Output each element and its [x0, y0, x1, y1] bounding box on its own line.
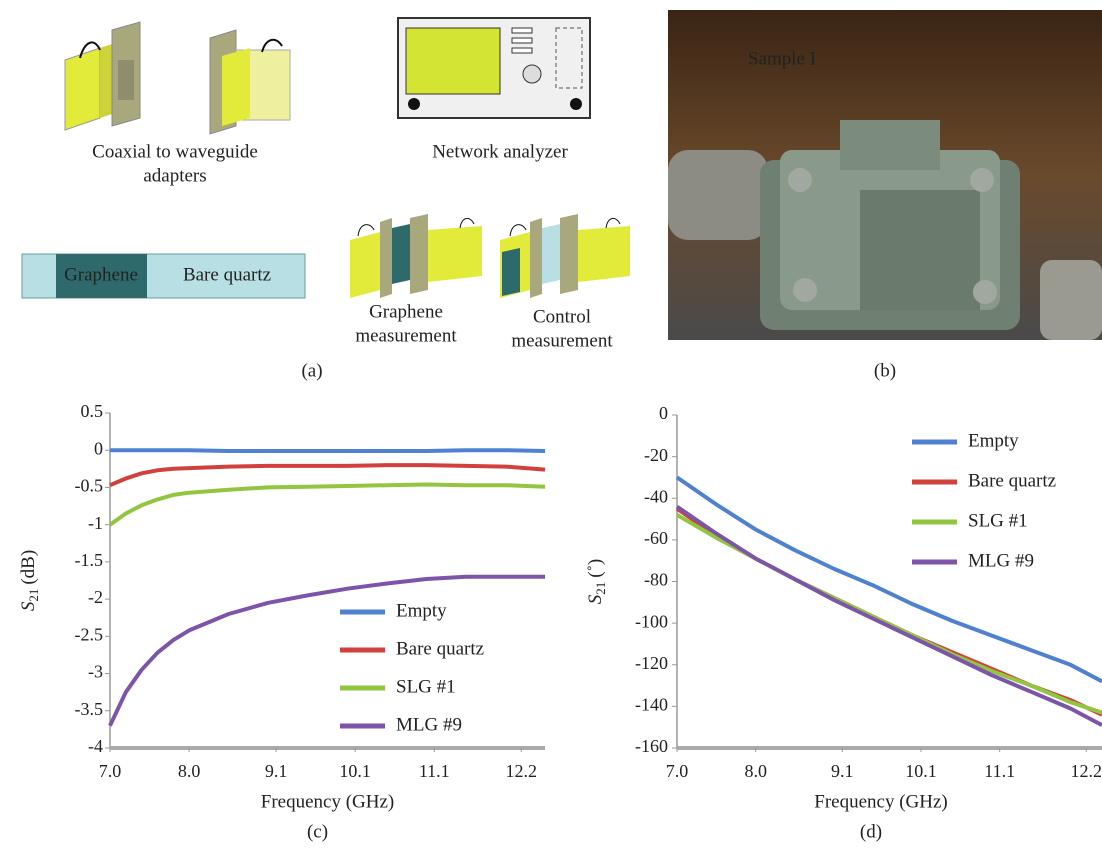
- graphene-setup: [350, 214, 482, 298]
- y-tick-label: -3: [88, 662, 103, 682]
- y-tick-label: -100: [635, 611, 668, 631]
- x-tick-label: 8.0: [744, 761, 767, 781]
- y-tick-label: -120: [635, 653, 668, 673]
- adapter-right: [210, 30, 290, 134]
- legend-label: Empty: [396, 600, 447, 621]
- y-tick-label: -2.5: [75, 624, 104, 644]
- y-tick-label: -2: [88, 587, 103, 607]
- x-tick-label: 7.0: [666, 761, 689, 781]
- y-tick-label: -160: [635, 736, 668, 756]
- bare-quartz-label: Bare quartz: [183, 264, 271, 285]
- x-tick-label: 12.2: [506, 761, 538, 781]
- graphene-label: Graphene: [64, 264, 138, 285]
- series-line: [677, 509, 1102, 715]
- x-tick-label: 10.1: [905, 761, 937, 781]
- y-axis-label-part: S: [18, 601, 39, 611]
- series-line: [677, 477, 1102, 681]
- caption: (d): [860, 821, 882, 842]
- x-tick-label: 9.1: [831, 761, 854, 781]
- series-line: [110, 465, 545, 485]
- control-measurement-label: Control: [533, 306, 591, 327]
- x-tick-label: 12.2: [1071, 761, 1102, 781]
- y-tick-label: -40: [644, 486, 668, 506]
- y-axis-label-part: 21: [26, 589, 41, 602]
- photo-label: Sample I: [748, 48, 816, 69]
- y-axis-label-part: (dB): [18, 550, 39, 585]
- page: {"panel_a":{"adapters_label":["Coaxial t…: [0, 0, 1102, 848]
- adapters-label: Coaxial to waveguide: [92, 141, 258, 162]
- x-tick-label: 8.0: [178, 761, 201, 781]
- control-setup: [500, 214, 630, 298]
- y-tick-label: 0: [94, 438, 103, 458]
- y-tick-label: 0: [659, 403, 668, 423]
- adapters-label: adapters: [143, 165, 206, 186]
- y-axis-label: S21 (dB): [18, 550, 41, 611]
- series-line: [110, 450, 545, 451]
- y-tick-label: -80: [644, 570, 668, 590]
- y-tick-label: -0.5: [75, 476, 104, 496]
- legend-label: MLG #9: [968, 550, 1034, 571]
- graphene-measurement-label: Graphene: [369, 301, 443, 322]
- y-tick-label: -1: [88, 513, 103, 533]
- legend-label: SLG #1: [968, 510, 1028, 531]
- network-analyzer: [398, 18, 590, 118]
- y-tick-label: 0.5: [81, 401, 104, 421]
- analyzer-label: Network analyzer: [432, 141, 568, 162]
- legend-label: MLG #9: [396, 714, 462, 735]
- series-line: [110, 485, 545, 525]
- y-axis-label-part: S: [585, 594, 606, 604]
- x-tick-label: 10.1: [339, 761, 371, 781]
- legend-label: SLG #1: [396, 676, 456, 697]
- figure: Coaxial to waveguide adapters Network anal…: [0, 0, 1102, 848]
- legend-label: Bare quartz: [968, 470, 1056, 491]
- graphene-measurement-label: measurement: [355, 325, 457, 346]
- x-tick-label: 11.1: [984, 761, 1015, 781]
- x-tick-label: 11.1: [419, 761, 450, 781]
- x-tick-label: 7.0: [99, 761, 122, 781]
- x-tick-label: 9.1: [265, 761, 288, 781]
- y-tick-label: -20: [644, 445, 668, 465]
- legend-label: Bare quartz: [396, 638, 484, 659]
- y-tick-label: -3.5: [75, 699, 104, 719]
- y-axis-label-part: (˚): [585, 559, 606, 578]
- adapter-left: [65, 22, 140, 130]
- photo: [668, 10, 1102, 340]
- x-axis-label: Frequency (GHz): [814, 791, 947, 812]
- series-line: [677, 515, 1102, 713]
- x-axis-label: Frequency (GHz): [261, 791, 394, 812]
- caption: (b): [874, 360, 896, 381]
- legend-label: Empty: [968, 430, 1019, 451]
- control-measurement-label: measurement: [511, 330, 613, 351]
- caption: (c): [307, 821, 328, 842]
- y-tick-label: -4: [88, 736, 103, 756]
- y-tick-label: -60: [644, 528, 668, 548]
- caption: (a): [301, 360, 322, 381]
- series-line: [677, 507, 1102, 725]
- y-axis-label: S21 (˚): [585, 559, 608, 604]
- y-tick-label: -1.5: [75, 550, 104, 570]
- y-tick-label: -140: [635, 695, 668, 715]
- y-axis-label-part: 21: [593, 582, 608, 595]
